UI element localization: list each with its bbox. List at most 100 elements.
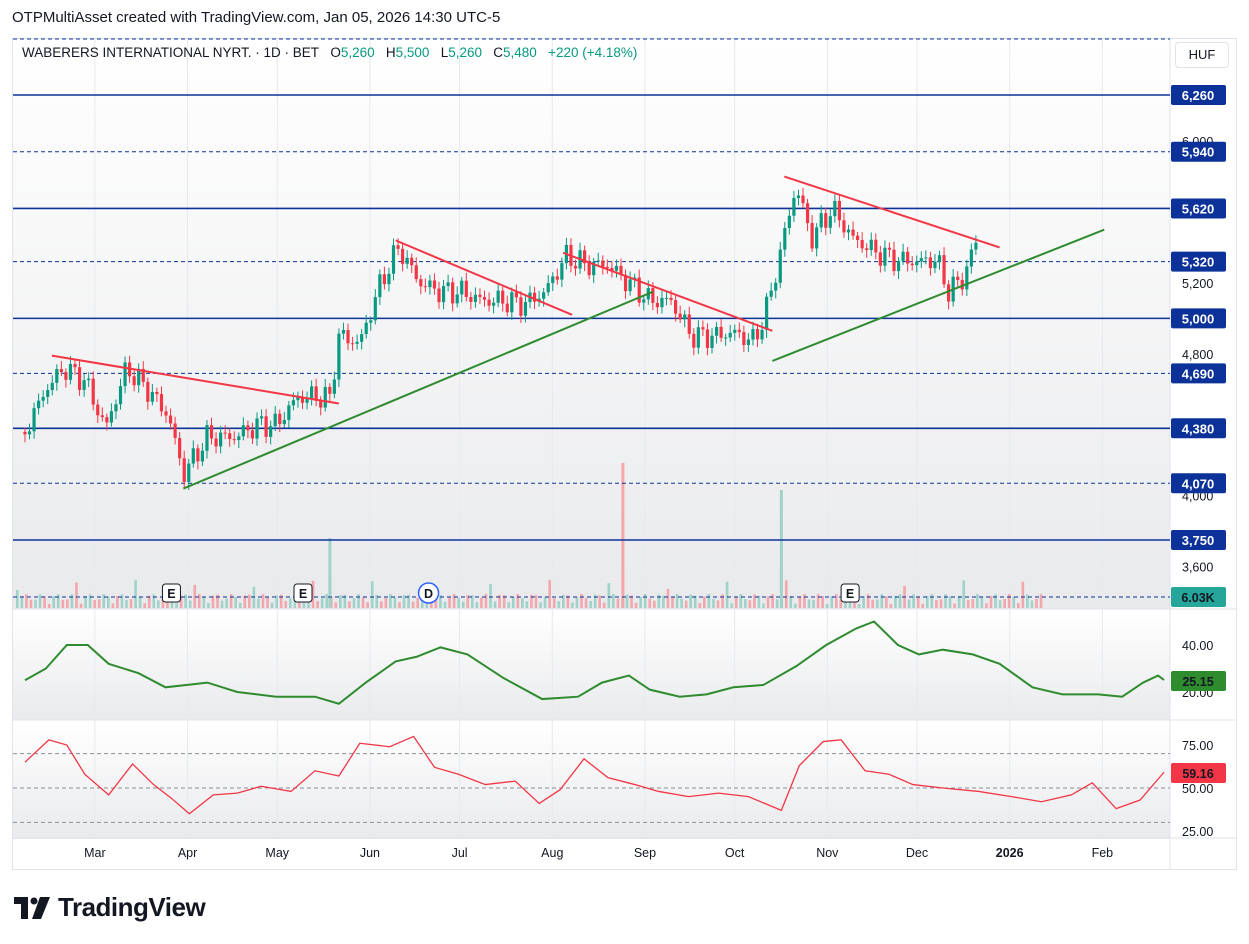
candle-body: [214, 438, 218, 447]
volume-bar: [548, 580, 551, 608]
candle-body: [510, 292, 514, 313]
volume-bar: [298, 597, 301, 608]
level-price-box[interactable]: 5,320: [1171, 251, 1226, 272]
candle-body: [428, 280, 432, 288]
candle-body: [437, 288, 441, 303]
volume-bar: [220, 600, 224, 608]
volume-bar: [939, 599, 943, 608]
downtrend-line[interactable]: [784, 175, 1000, 249]
volume-bar: [75, 582, 78, 608]
candle-body: [282, 419, 286, 425]
volume-bar: [138, 596, 142, 608]
candle-body: [164, 411, 168, 416]
volume-bar: [316, 601, 319, 608]
volume-bar: [43, 596, 46, 608]
x-tick-label: Nov: [816, 846, 839, 860]
candle-body: [259, 416, 264, 419]
candle-body: [441, 286, 446, 303]
level-price-box-bg: [1171, 530, 1226, 550]
tradingview-logo[interactable]: TradingView: [14, 892, 206, 923]
volume-bar: [461, 601, 465, 608]
earnings-marker-label: E: [167, 587, 175, 601]
candle-body: [692, 333, 696, 348]
volume-bar: [207, 602, 210, 608]
candle-body: [896, 260, 901, 272]
currency-button[interactable]: HUF: [1175, 42, 1229, 68]
earnings-marker-label: E: [846, 587, 854, 601]
volume-bar: [434, 595, 438, 608]
candle-body: [710, 335, 714, 349]
volume-bar: [398, 601, 401, 608]
candle-body: [696, 327, 700, 348]
candle-body: [765, 296, 769, 330]
open-value: 5,260: [340, 45, 375, 60]
candle-body: [928, 257, 933, 269]
level-price-label: 4,690: [1182, 366, 1215, 381]
volume-bar: [602, 602, 606, 608]
level-price-box-bg: [1171, 198, 1226, 219]
volume-bar: [1012, 596, 1016, 608]
volume-bar: [116, 595, 119, 608]
volume-bar: [675, 594, 679, 608]
tradingview-logo-icon: [14, 896, 50, 919]
dividend-marker[interactable]: [417, 582, 440, 604]
oscillator1-line[interactable]: [24, 620, 1165, 705]
x-tick-label: Mar: [84, 846, 106, 860]
symbol-legend[interactable]: WABERERS INTERNATIONAL NYRT. · 1D · BET …: [22, 45, 637, 60]
volume-bar: [703, 596, 706, 608]
symbol-name[interactable]: WABERERS INTERNATIONAL NYRT. · 1D · BET: [22, 45, 320, 60]
volume-bar: [243, 595, 247, 608]
level-price-box[interactable]: 4,070: [1171, 473, 1226, 494]
candle-body: [628, 279, 632, 292]
earnings-marker[interactable]: [161, 583, 181, 603]
volume-bar: [102, 594, 106, 608]
level-price-box[interactable]: 6,260: [1171, 85, 1226, 105]
volume-bar: [202, 596, 206, 608]
candle-body: [787, 215, 791, 229]
oscillator2-tick-label: 50.00: [1182, 782, 1213, 796]
uptrend-line[interactable]: [772, 228, 1105, 362]
oscillator2-value-box: [1171, 763, 1226, 783]
candle-body: [655, 302, 660, 308]
candle-body: [168, 415, 173, 424]
earnings-marker[interactable]: [840, 583, 860, 603]
candle-body: [246, 425, 250, 431]
volume-bar: [835, 594, 838, 608]
volume-bar: [698, 603, 702, 608]
level-price-box[interactable]: 5,620: [1171, 198, 1226, 219]
candle-body: [132, 376, 136, 386]
level-price-box[interactable]: 5,000: [1171, 308, 1226, 329]
candle-body: [82, 380, 86, 390]
volume-bar: [502, 595, 506, 608]
volume-bar: [66, 599, 69, 608]
candle-body: [751, 329, 755, 340]
downtrend-line[interactable]: [395, 239, 573, 316]
level-price-box[interactable]: 5,940: [1171, 141, 1226, 162]
volume-bar: [56, 594, 60, 608]
uptrend-line[interactable]: [183, 290, 654, 490]
volume-bar: [589, 601, 592, 608]
level-price-box[interactable]: 4,380: [1171, 418, 1226, 439]
earnings-marker[interactable]: [293, 583, 313, 603]
candle-body: [901, 251, 905, 261]
high-value: 5,500: [395, 45, 430, 60]
volume-bar: [184, 594, 187, 608]
candle-body: [360, 334, 364, 342]
candle-body: [774, 282, 778, 291]
volume-bar: [188, 600, 192, 608]
volume-bar: [302, 602, 306, 608]
candle-body: [328, 386, 332, 394]
volume-bar: [416, 597, 419, 608]
downtrend-line[interactable]: [562, 251, 773, 332]
volume-bar: [521, 598, 524, 608]
level-price-box[interactable]: 3,750: [1171, 530, 1226, 550]
candle-body: [860, 240, 864, 249]
level-price-box[interactable]: 4,690: [1171, 363, 1226, 384]
oscillator1-value-label: 25.15: [1182, 675, 1213, 689]
candle-body: [614, 265, 619, 271]
oscillator2-line[interactable]: [24, 735, 1165, 815]
volume-bar: [366, 602, 369, 608]
downtrend-line[interactable]: [51, 354, 340, 405]
tradingview-wordmark: TradingView: [58, 892, 206, 922]
